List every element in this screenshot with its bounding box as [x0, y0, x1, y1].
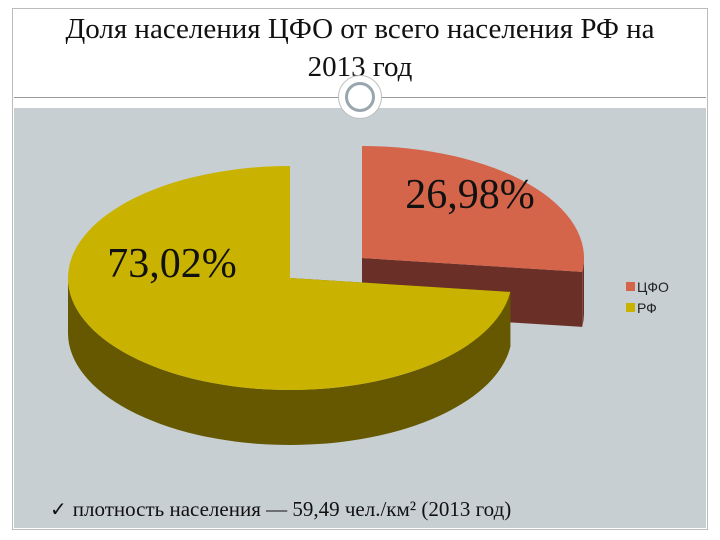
title-line-1: Доля населения ЦФО от всего населения РФ… [65, 13, 655, 45]
legend-label-cfo: ЦФО [637, 278, 669, 295]
pie-slice-0 [362, 146, 584, 272]
circle-ornament-icon [338, 75, 382, 119]
chart-legend: ЦФО РФ [626, 276, 669, 318]
data-label-1: 73,02% [107, 241, 237, 287]
legend-item-rf: РФ [626, 297, 669, 318]
ring-icon [345, 82, 375, 112]
legend-swatch-rf [626, 303, 635, 312]
checkmark-icon: ✓ [50, 497, 67, 521]
footnote: ✓ плотность населения — 59,49 чел./км² (2… [50, 497, 511, 522]
slice-side-0 [582, 259, 584, 327]
footnote-text: плотность населения — 59,49 чел./км² (20… [72, 497, 512, 521]
data-label-0: 26,98% [405, 172, 535, 218]
pie-slice-1 [68, 166, 511, 390]
slice-side-1 [68, 278, 511, 446]
legend-label-rf: РФ [637, 299, 657, 316]
legend-swatch-cfo [626, 282, 635, 291]
legend-item-cfo: ЦФО [626, 276, 669, 297]
slide-title: Доля населения ЦФО от всего населения РФ… [0, 0, 720, 90]
